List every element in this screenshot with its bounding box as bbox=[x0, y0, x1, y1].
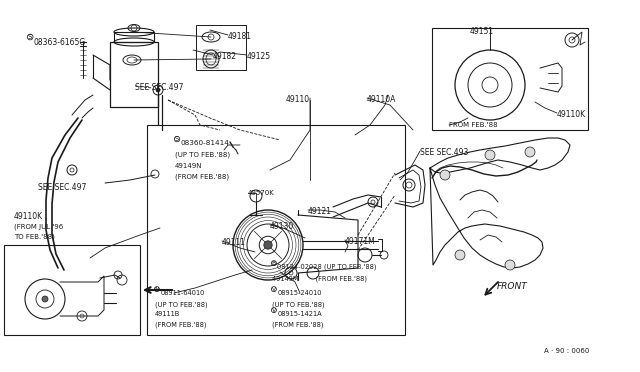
Text: N: N bbox=[155, 287, 159, 292]
Text: FROM FEB.'88: FROM FEB.'88 bbox=[449, 122, 498, 128]
Circle shape bbox=[156, 88, 160, 92]
Text: 49121: 49121 bbox=[308, 207, 332, 216]
Circle shape bbox=[455, 250, 465, 260]
Text: V: V bbox=[272, 287, 276, 292]
Text: FRONT: FRONT bbox=[497, 282, 528, 291]
Text: 49570K: 49570K bbox=[248, 190, 275, 196]
Circle shape bbox=[440, 170, 450, 180]
Bar bbox=[147, 125, 405, 335]
Text: (FROM FEB.'88): (FROM FEB.'88) bbox=[155, 321, 207, 327]
Text: 49110K: 49110K bbox=[14, 212, 43, 221]
Text: 08911-64010: 08911-64010 bbox=[160, 290, 205, 296]
Bar bbox=[114, 32, 154, 42]
Text: TO FEB.'88): TO FEB.'88) bbox=[14, 234, 55, 241]
Text: 49110: 49110 bbox=[286, 95, 310, 104]
Text: 49181: 49181 bbox=[228, 32, 252, 41]
Text: 49111B: 49111B bbox=[155, 311, 180, 317]
Bar bbox=[196, 25, 246, 70]
Text: A · 90 : 0060: A · 90 : 0060 bbox=[544, 348, 589, 354]
Text: 49125: 49125 bbox=[247, 52, 271, 61]
Text: SEE SEC.497: SEE SEC.497 bbox=[38, 183, 86, 192]
Text: 49182: 49182 bbox=[213, 52, 237, 61]
Circle shape bbox=[485, 150, 495, 160]
Text: 49171M: 49171M bbox=[345, 237, 376, 246]
Text: V: V bbox=[272, 308, 276, 312]
Text: 49149N: 49149N bbox=[175, 163, 202, 169]
Text: 08363-6165G: 08363-6165G bbox=[34, 38, 86, 47]
Text: 08360-81414: 08360-81414 bbox=[180, 140, 230, 146]
Text: 49130: 49130 bbox=[270, 222, 294, 231]
Text: (UP TO FEB.'88): (UP TO FEB.'88) bbox=[272, 301, 324, 308]
Text: 49151: 49151 bbox=[470, 27, 494, 36]
Text: (UP TO FEB.'88): (UP TO FEB.'88) bbox=[155, 301, 207, 308]
Circle shape bbox=[505, 260, 515, 270]
Bar bbox=[4, 245, 140, 335]
Text: 49110A: 49110A bbox=[367, 95, 396, 104]
Text: S: S bbox=[175, 136, 179, 142]
Text: (FROM JUL.'96: (FROM JUL.'96 bbox=[14, 224, 63, 231]
Text: 08124-02028 (UP TO FEB.'88): 08124-02028 (UP TO FEB.'88) bbox=[277, 264, 377, 270]
Circle shape bbox=[42, 296, 48, 302]
Text: B: B bbox=[272, 261, 276, 266]
Text: (UP TO FEB.'88): (UP TO FEB.'88) bbox=[175, 152, 230, 158]
Text: 49110K: 49110K bbox=[557, 110, 586, 119]
Text: SEE SEC.497: SEE SEC.497 bbox=[135, 83, 184, 92]
Text: 08915-1421A: 08915-1421A bbox=[277, 311, 322, 317]
Text: 49149M        (FROM FEB.'88): 49149M (FROM FEB.'88) bbox=[272, 275, 367, 282]
Text: S: S bbox=[28, 34, 33, 40]
Text: 49111: 49111 bbox=[222, 238, 246, 247]
Text: SEE SEC.493: SEE SEC.493 bbox=[420, 148, 468, 157]
Text: (FROM FEB.'88): (FROM FEB.'88) bbox=[272, 321, 323, 327]
Bar bbox=[110, 42, 158, 107]
Circle shape bbox=[525, 147, 535, 157]
Text: 08915-24010: 08915-24010 bbox=[277, 290, 322, 296]
Circle shape bbox=[264, 241, 272, 249]
Bar bbox=[432, 28, 588, 130]
Text: (FROM FEB.'88): (FROM FEB.'88) bbox=[175, 174, 229, 180]
